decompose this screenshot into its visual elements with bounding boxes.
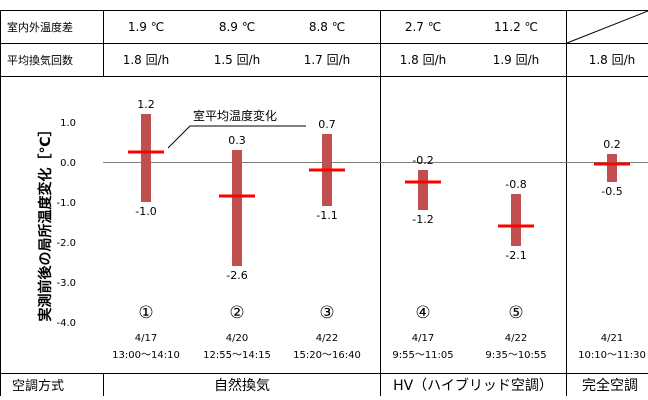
- legend-leader-line: [168, 126, 190, 148]
- case-time: 15:20～16:40: [293, 350, 361, 361]
- temp-diff-value: 8.9 ℃: [219, 20, 255, 34]
- max-data-label: 1.2: [137, 98, 155, 111]
- empty-cell-diagonal: [567, 11, 648, 43]
- range-bar: [607, 154, 617, 182]
- method-row-label: 空調方式: [12, 378, 64, 394]
- case-date: 4/22: [316, 333, 338, 344]
- air-change-value: 1.8 回/h: [589, 53, 636, 67]
- range-bar: [141, 114, 151, 202]
- min-data-label: -1.2: [412, 213, 433, 226]
- y-tick-label: 1.0: [60, 118, 76, 129]
- temp-diff-value: 11.2 ℃: [494, 20, 538, 34]
- max-data-label: -0.8: [505, 178, 526, 191]
- min-data-label: -0.5: [601, 185, 622, 198]
- case-number: ②: [229, 303, 244, 323]
- max-data-label: 0.7: [318, 118, 336, 131]
- case-time: 13:00～14:10: [112, 350, 180, 361]
- case-time: 10:10～11:30: [578, 350, 646, 361]
- case-date: 4/21: [601, 333, 623, 344]
- group-label-hybrid: HV（ハイブリッド空調）: [393, 377, 553, 394]
- case-date: 4/17: [412, 333, 434, 344]
- case-number: ③: [319, 303, 334, 323]
- y-tick-label: 0.0: [60, 158, 76, 169]
- max-data-label: -0.2: [412, 154, 433, 167]
- temp-diff-value: 2.7 ℃: [405, 20, 441, 34]
- air-change-value: 1.9 回/h: [493, 53, 540, 67]
- case-date: 4/20: [226, 333, 248, 344]
- case-date: 4/17: [135, 333, 157, 344]
- temp-diff-value: 1.9 ℃: [128, 20, 164, 34]
- min-data-label: -2.1: [505, 249, 526, 262]
- y-tick-label: -1.0: [56, 198, 76, 209]
- min-data-label: -1.1: [316, 209, 337, 222]
- legend-label: 室平均温度変化: [193, 108, 277, 123]
- y-tick-label: -3.0: [56, 278, 76, 289]
- group-label-natural: 自然換気: [214, 377, 270, 394]
- max-data-label: 0.3: [228, 134, 246, 147]
- y-tick-label: -2.0: [56, 238, 76, 249]
- chart-plot-area: 1.9 ℃ 1.8 回/h 1.2 -1.0 ① 4/17 13:00～14:10 8.9 ℃…: [112, 20, 646, 361]
- air-change-value: 1.7 回/h: [304, 53, 351, 67]
- case-time: 9:55～11:05: [392, 350, 453, 361]
- y-tick-label: -4.0: [56, 318, 76, 329]
- y-axis-label: 実測前後の局所温度変化［℃］: [37, 123, 54, 322]
- range-bar: [511, 194, 521, 246]
- range-bar: [232, 150, 242, 266]
- case-number: ①: [138, 303, 153, 323]
- case-date: 4/22: [505, 333, 527, 344]
- min-data-label: -2.6: [226, 269, 247, 282]
- temp-diff-value: 8.8 ℃: [309, 20, 345, 34]
- y-tick-labels: 1.0 0.0 -1.0 -2.0 -3.0 -4.0: [56, 118, 76, 329]
- temp-diff-row-label: 室内外温度差: [7, 20, 73, 34]
- case-number: ④: [415, 303, 430, 323]
- range-bar: [418, 170, 428, 210]
- case-number: ⑤: [508, 303, 523, 323]
- min-data-label: -1.0: [135, 205, 156, 218]
- group-label-full: 完全空調: [582, 377, 638, 394]
- case-time: 9:35～10:55: [485, 350, 546, 361]
- case-time: 12:55～14:15: [203, 350, 271, 361]
- air-change-value: 1.8 回/h: [400, 53, 447, 67]
- air-change-value: 1.5 回/h: [214, 53, 261, 67]
- max-data-label: 0.2: [603, 138, 621, 151]
- air-change-value: 1.8 回/h: [123, 53, 170, 67]
- air-change-row-label: 平均換気回数: [7, 53, 73, 67]
